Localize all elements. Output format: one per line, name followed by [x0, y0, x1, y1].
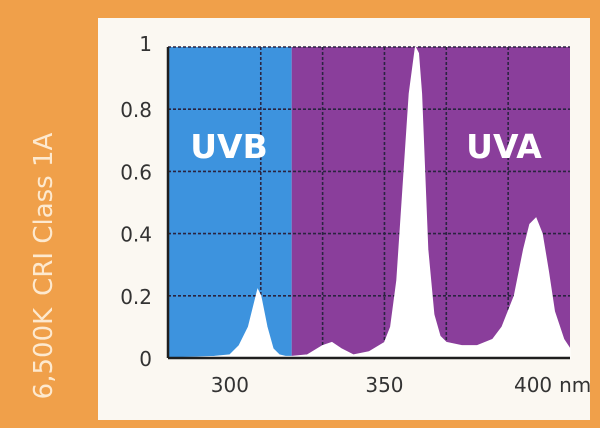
y-tick-label: 0.8: [120, 98, 152, 122]
y-tick-label: 1: [139, 32, 152, 56]
x-tick-label: 300: [211, 373, 249, 397]
y-tick-label: 0.4: [120, 223, 152, 247]
y-tick-labels: 0 0.2 0.4 0.6 0.8 1: [120, 32, 152, 371]
plot-area: UVB UVA: [166, 45, 571, 360]
x-tick-labels: 300 350 400: [211, 373, 552, 397]
region-label-uva: UVA: [466, 127, 542, 166]
color-temperature-text: 6,500K: [29, 307, 59, 400]
x-tick-label: 350: [365, 373, 403, 397]
spectrum-curve: [167, 45, 571, 359]
y-tick-label: 0.6: [120, 160, 152, 184]
region-label-uvb: UVB: [190, 127, 268, 166]
x-tick-label: 400: [514, 373, 552, 397]
cri-class-text: CRI Class 1A: [29, 132, 59, 296]
x-unit-label: nm: [559, 373, 591, 397]
y-tick-label: 0: [139, 347, 152, 371]
y-tick-label: 0.2: [120, 285, 152, 309]
region-band-uvb: [168, 47, 292, 358]
side-label: 6,500K CRI Class 1A: [29, 121, 59, 400]
